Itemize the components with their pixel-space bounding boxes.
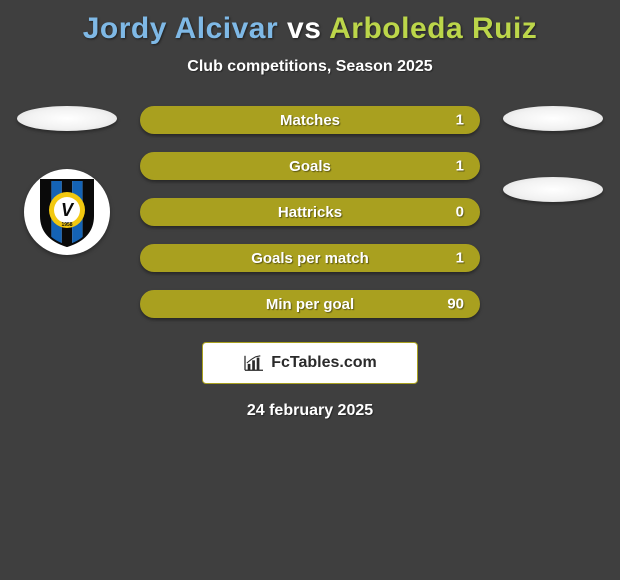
date-label: 24 february 2025 — [0, 402, 620, 420]
stat-bar-goals: Goals 1 — [140, 152, 480, 180]
stat-value: 1 — [456, 158, 464, 175]
player1-name: Jordy Alcivar — [83, 12, 278, 45]
stat-bar-min-per-goal: Min per goal 90 — [140, 290, 480, 318]
bar-chart-icon — [243, 354, 265, 372]
page-title: Jordy Alcivar vs Arboleda Ruiz — [0, 12, 620, 46]
player2-placeholder-oval — [503, 106, 603, 131]
stat-bar-matches: Matches 1 — [140, 106, 480, 134]
stat-bar-goals-per-match: Goals per match 1 — [140, 244, 480, 272]
club-badge: V 1958 — [24, 169, 110, 255]
stat-value: 1 — [456, 112, 464, 129]
vs-label: vs — [287, 12, 321, 45]
player2-name: Arboleda Ruiz — [329, 12, 537, 45]
brand-text: FcTables.com — [271, 354, 377, 372]
stats-area: V 1958 Matches 1 Goals 1 Hattricks 0 — [0, 106, 620, 318]
player2-placeholder-oval-2 — [503, 177, 603, 202]
stat-value: 90 — [447, 296, 464, 313]
comparison-card: Jordy Alcivar vs Arboleda Ruiz Club comp… — [0, 0, 620, 420]
player1-placeholder-oval — [17, 106, 117, 131]
right-column — [498, 106, 608, 202]
svg-text:1958: 1958 — [61, 222, 72, 228]
subtitle: Club competitions, Season 2025 — [0, 58, 620, 76]
stat-value: 0 — [456, 204, 464, 221]
stat-bars: Matches 1 Goals 1 Hattricks 0 Goals per … — [140, 106, 480, 318]
stat-bar-hattricks: Hattricks 0 — [140, 198, 480, 226]
stat-label: Goals — [289, 158, 331, 175]
club-crest-icon: V 1958 — [37, 176, 97, 248]
stat-value: 1 — [456, 250, 464, 267]
stat-label: Goals per match — [251, 250, 369, 267]
stat-label: Min per goal — [266, 296, 354, 313]
stat-label: Matches — [280, 112, 340, 129]
brand-box: FcTables.com — [202, 342, 418, 384]
left-column: V 1958 — [12, 106, 122, 255]
svg-text:V: V — [61, 200, 75, 220]
stat-label: Hattricks — [278, 204, 342, 221]
